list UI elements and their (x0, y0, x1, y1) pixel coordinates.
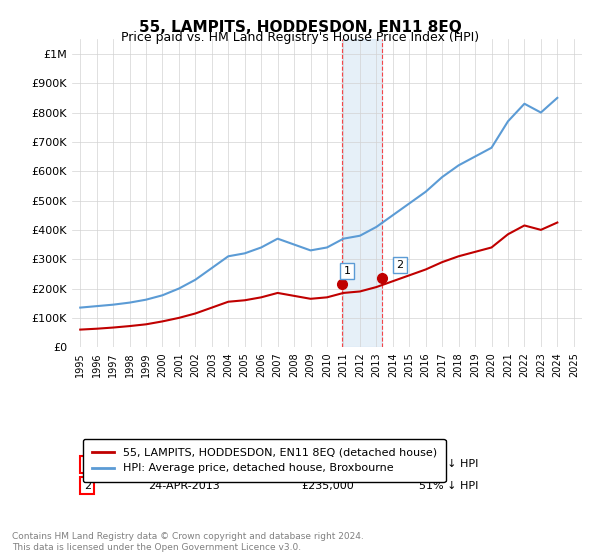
Text: Price paid vs. HM Land Registry's House Price Index (HPI): Price paid vs. HM Land Registry's House … (121, 31, 479, 44)
Text: £215,000: £215,000 (302, 459, 354, 469)
Text: 55, LAMPITS, HODDESDON, EN11 8EQ: 55, LAMPITS, HODDESDON, EN11 8EQ (139, 20, 461, 35)
Text: 1: 1 (344, 266, 350, 276)
Text: 08-DEC-2010: 08-DEC-2010 (149, 459, 222, 469)
Text: £235,000: £235,000 (302, 481, 354, 491)
Text: 2: 2 (396, 260, 403, 270)
Bar (342, 39, 382, 347)
Text: Contains HM Land Registry data © Crown copyright and database right 2024.
This d: Contains HM Land Registry data © Crown c… (12, 532, 364, 552)
Text: 51% ↓ HPI: 51% ↓ HPI (419, 481, 478, 491)
Text: 1: 1 (84, 459, 91, 469)
Legend: 55, LAMPITS, HODDESDON, EN11 8EQ (detached house), HPI: Average price, detached : 55, LAMPITS, HODDESDON, EN11 8EQ (detach… (83, 439, 446, 482)
Text: 24-APR-2013: 24-APR-2013 (149, 481, 220, 491)
Text: 2: 2 (84, 481, 91, 491)
Text: 53% ↓ HPI: 53% ↓ HPI (419, 459, 478, 469)
